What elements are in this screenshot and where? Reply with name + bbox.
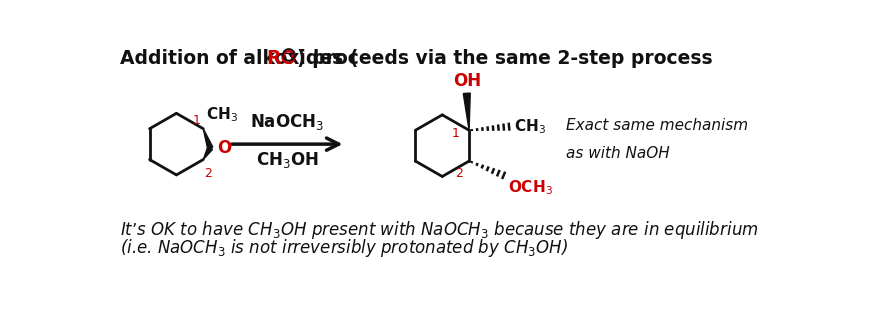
Polygon shape	[463, 93, 470, 130]
Text: OH: OH	[453, 72, 480, 90]
Text: CH$_3$OH: CH$_3$OH	[255, 150, 318, 170]
Text: (i.e. NaOCH$_3$ is not irreversibly protonated by CH$_3$OH): (i.e. NaOCH$_3$ is not irreversibly prot…	[119, 237, 568, 259]
Text: 1: 1	[193, 114, 201, 127]
Polygon shape	[203, 129, 213, 149]
Text: ) proceeds via the same 2-step process: ) proceeds via the same 2-step process	[297, 49, 713, 68]
Text: NaOCH$_3$: NaOCH$_3$	[250, 112, 324, 132]
Polygon shape	[203, 147, 213, 159]
Text: 2: 2	[204, 167, 212, 180]
Text: 1: 1	[452, 127, 460, 140]
Text: as with NaOH: as with NaOH	[566, 146, 670, 161]
Text: OCH$_3$: OCH$_3$	[508, 178, 553, 197]
Text: RO: RO	[266, 49, 296, 68]
Text: CH$_3$: CH$_3$	[206, 105, 237, 124]
Text: 2: 2	[455, 167, 463, 180]
Text: −: −	[283, 48, 294, 61]
Text: Exact same mechanism: Exact same mechanism	[566, 118, 748, 133]
Text: O: O	[217, 139, 231, 157]
Text: Addition of alkoxides (: Addition of alkoxides (	[119, 49, 358, 68]
Text: CH$_3$: CH$_3$	[514, 117, 546, 136]
Text: It’s OK to have CH$_3$OH present with NaOCH$_3$ because they are in equilibrium: It’s OK to have CH$_3$OH present with Na…	[119, 219, 759, 241]
